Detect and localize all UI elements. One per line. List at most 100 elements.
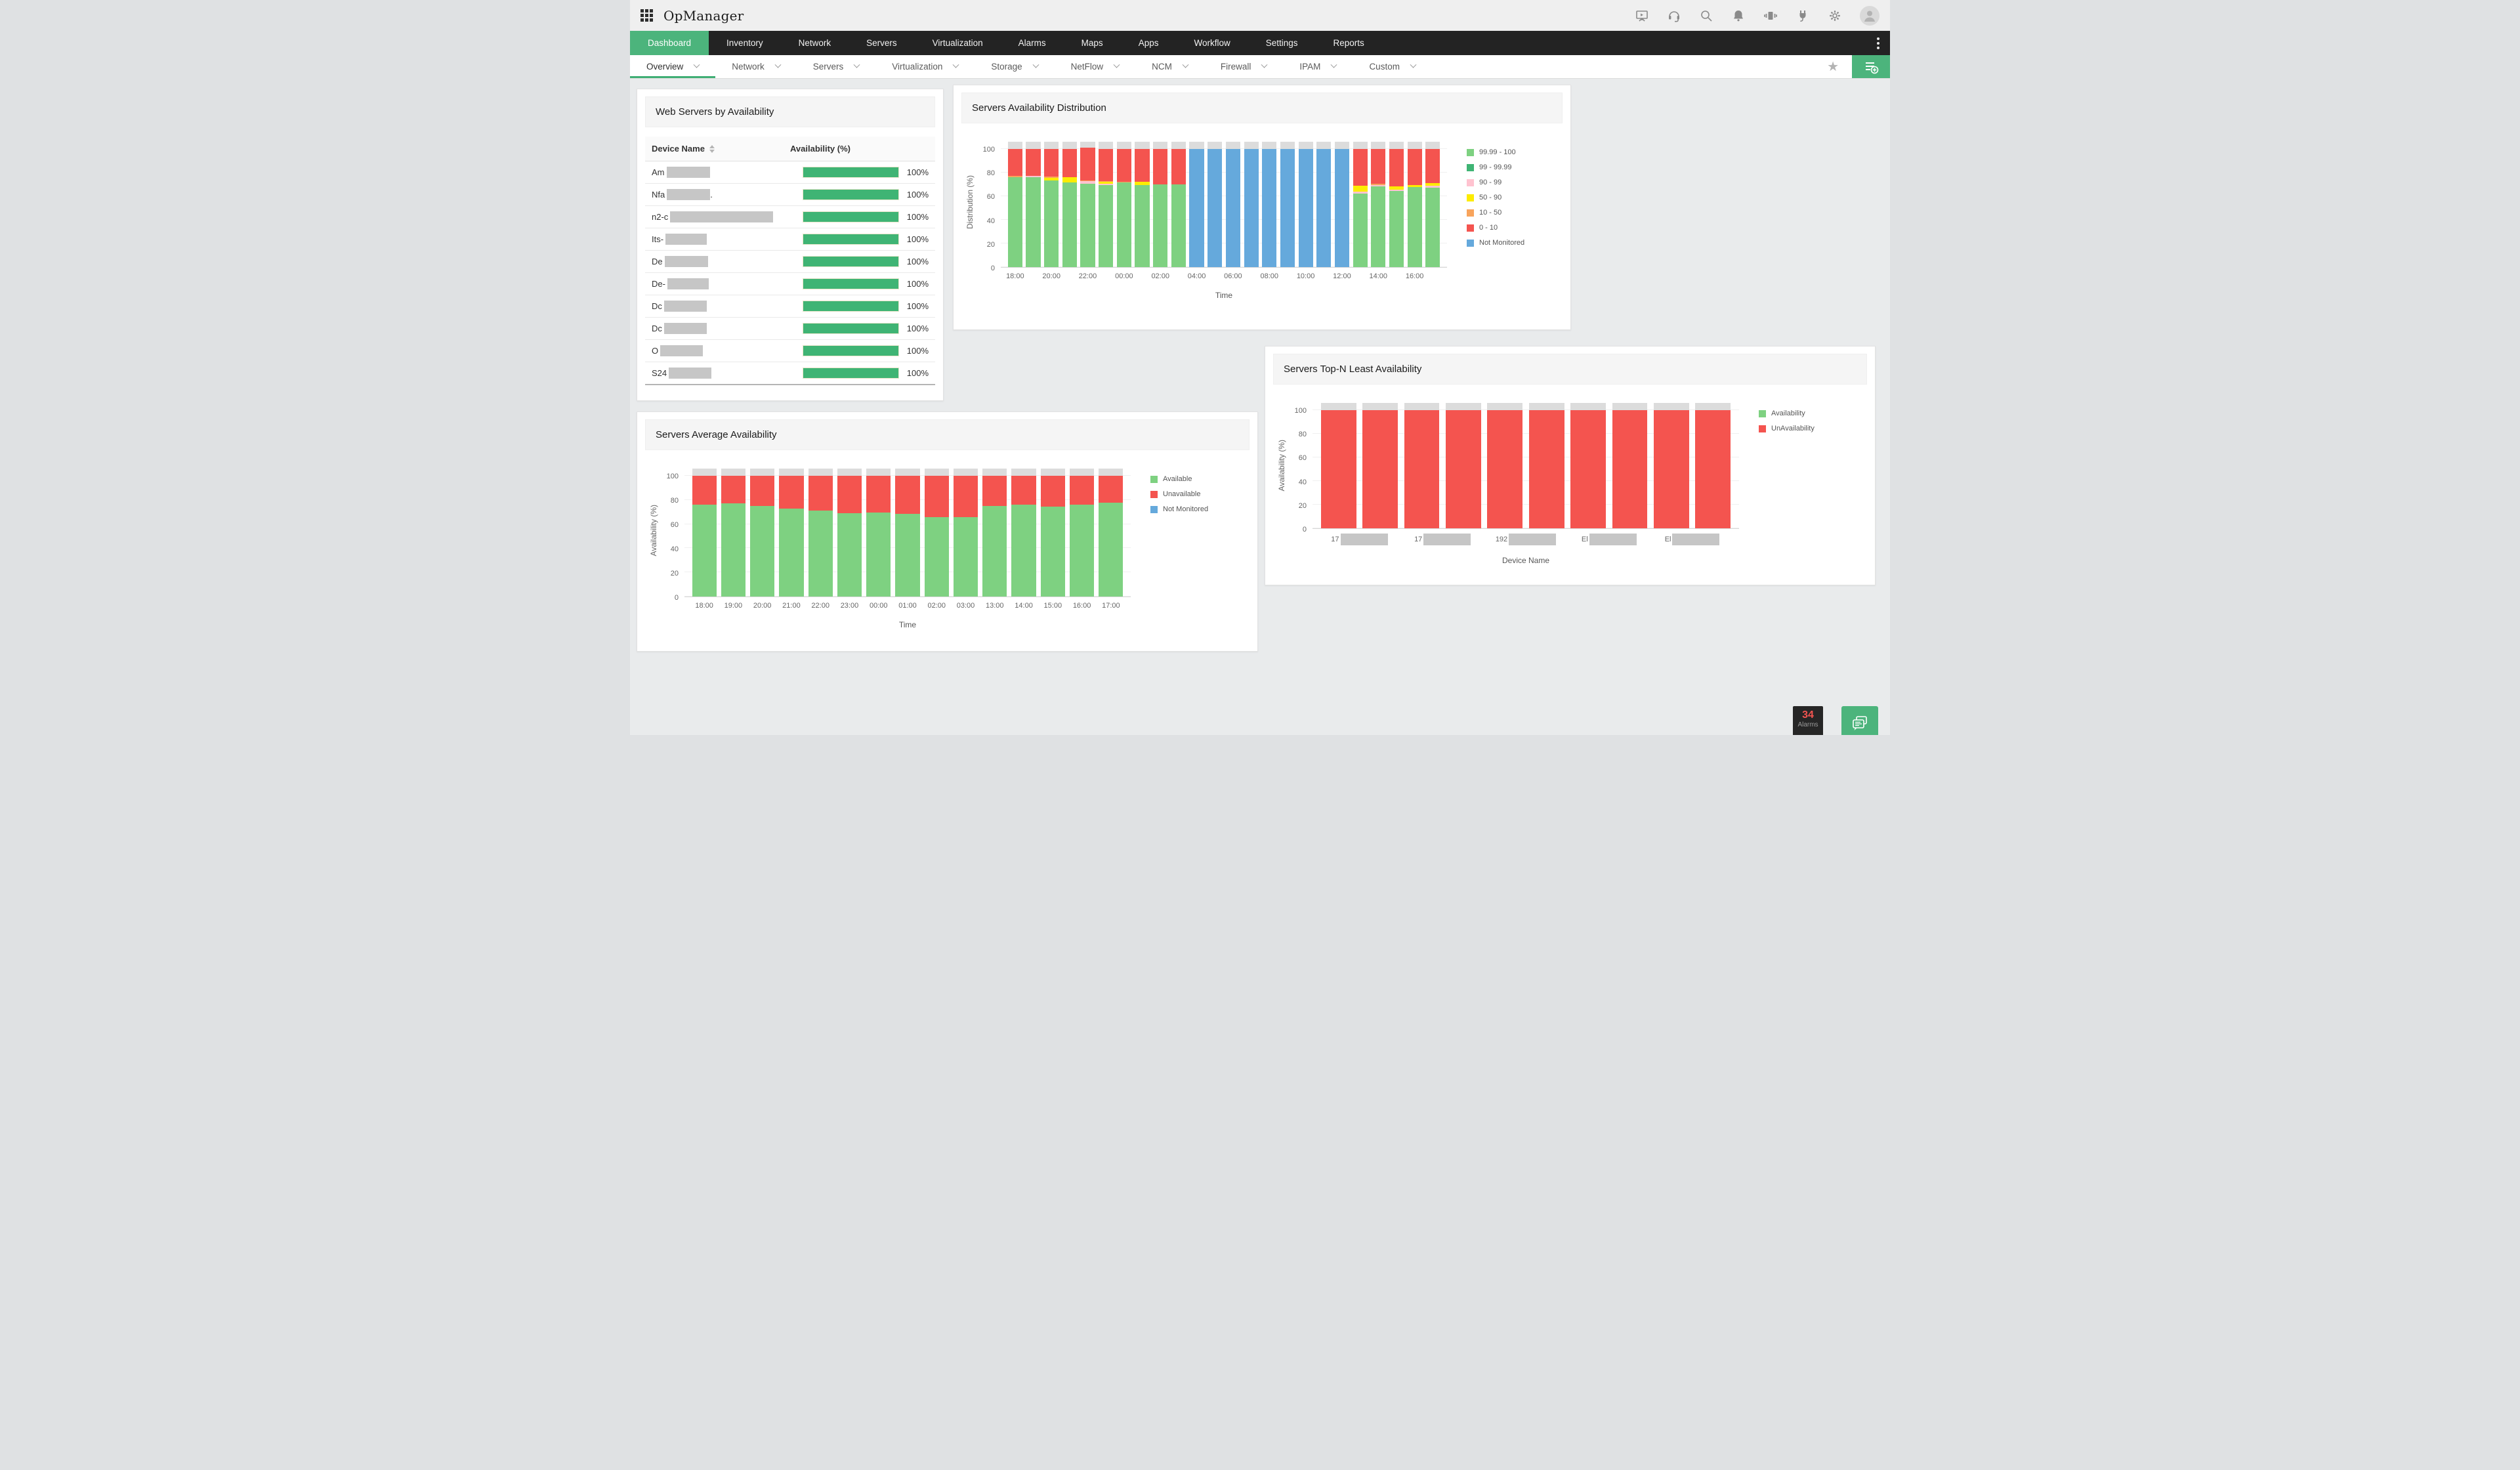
segment-50-90 (1062, 177, 1077, 183)
table-row[interactable]: De 100% (645, 251, 935, 273)
nav-item-reports[interactable]: Reports (1333, 38, 1364, 48)
subnav-tab-network[interactable]: Network (715, 55, 797, 78)
bar-background-cap (837, 469, 862, 476)
segment-90-99 (1389, 189, 1404, 191)
legend-item-unavailable[interactable]: Unavailable (1150, 490, 1208, 498)
legend-item-not-monitored[interactable]: Not Monitored (1150, 505, 1208, 513)
y-tick-label: 80 (1298, 430, 1307, 439)
apps-grid-icon[interactable] (640, 9, 653, 22)
legend-swatch (1467, 163, 1474, 171)
bar-background-cap (1099, 142, 1114, 149)
add-dashboard-button[interactable] (1852, 55, 1890, 78)
table-row[interactable]: S24 100% (645, 362, 935, 385)
table-row[interactable]: n2-c 100% (645, 206, 935, 228)
legend-item-10-50[interactable]: 10 - 50 (1467, 209, 1524, 217)
subnav-tab-custom[interactable]: Custom (1353, 55, 1432, 78)
nav-item-settings[interactable]: Settings (1265, 38, 1298, 48)
bar-background-cap (1371, 142, 1386, 149)
subnav-tab-ncm[interactable]: NCM (1135, 55, 1204, 78)
chevron-down-icon[interactable] (693, 61, 700, 68)
legend-item-99-99-99[interactable]: 99 - 99.99 (1467, 163, 1524, 171)
legend-item-available[interactable]: Available (1150, 475, 1208, 483)
legend-item-not-monitored[interactable]: Not Monitored (1467, 239, 1524, 247)
nav-overflow-kebab-icon[interactable] (1866, 31, 1890, 55)
subnav-tab-ipam[interactable]: IPAM (1283, 55, 1353, 78)
device-name-cell[interactable]: O (652, 345, 803, 356)
chevron-down-icon[interactable] (952, 61, 959, 68)
mobile-vibrate-icon[interactable] (1763, 9, 1778, 23)
nav-item-workflow[interactable]: Workflow (1194, 38, 1230, 48)
nav-item-alarms[interactable]: Alarms (1018, 38, 1046, 48)
widget-title: Servers Average Availability (645, 419, 1250, 450)
chevron-down-icon[interactable] (1113, 61, 1120, 68)
nav-item-virtualization[interactable]: Virtualization (932, 38, 983, 48)
device-name-cell[interactable]: S24 (652, 368, 803, 379)
table-row[interactable]: Dc 100% (645, 295, 935, 318)
chevron-down-icon[interactable] (774, 61, 782, 68)
device-name-cell[interactable]: Nfa. (652, 189, 803, 200)
segment-not-monitored (1280, 148, 1295, 267)
table-row[interactable]: Am 100% (645, 161, 935, 184)
settings-gear-icon[interactable] (1828, 9, 1842, 23)
table-row[interactable]: De- 100% (645, 273, 935, 295)
chevron-down-icon[interactable] (1330, 61, 1337, 68)
nav-item-inventory[interactable]: Inventory (726, 38, 763, 48)
device-name-cell[interactable]: De (652, 256, 803, 267)
table-row[interactable]: Dc 100% (645, 318, 935, 340)
search-icon[interactable] (1699, 9, 1713, 23)
integrations-plug-icon[interactable] (1796, 9, 1810, 23)
x-tick-label: El (1650, 534, 1734, 545)
alarms-count: 34 (1802, 709, 1814, 721)
device-name-cell[interactable]: Am (652, 167, 803, 178)
subnav-tab-virtualization[interactable]: Virtualization (875, 55, 975, 78)
device-name-cell[interactable]: Dc (652, 301, 803, 312)
nav-item-maps[interactable]: Maps (1081, 38, 1103, 48)
nav-item-dashboard[interactable]: Dashboard (630, 31, 709, 55)
device-name-cell[interactable]: n2-c (652, 211, 803, 222)
device-name-cell[interactable]: Dc (652, 323, 803, 334)
legend-item-99-99-100[interactable]: 99.99 - 100 (1467, 148, 1524, 156)
chevron-down-icon[interactable] (1032, 61, 1040, 68)
x-tick-label: 08:00 (1260, 272, 1278, 280)
y-tick-label: 60 (1298, 454, 1307, 463)
legend-item-50-90[interactable]: 50 - 90 (1467, 194, 1524, 201)
device-name-cell[interactable]: De- (652, 278, 803, 289)
chevron-down-icon[interactable] (853, 61, 860, 68)
table-row[interactable]: Its- 100% (645, 228, 935, 251)
y-axis: 0 20 40 60 80 100 (976, 142, 1001, 272)
chevron-down-icon[interactable] (1261, 61, 1268, 68)
y-axis-label: Distribution (%) (965, 175, 975, 230)
sort-icon[interactable] (709, 144, 715, 153)
legend-label: UnAvailability (1771, 425, 1815, 432)
column-header-device-name[interactable]: Device Name (652, 144, 790, 154)
availability-value: 100% (906, 257, 929, 266)
subnav-tab-netflow[interactable]: NetFlow (1055, 55, 1136, 78)
table-row[interactable]: Nfa. 100% (645, 184, 935, 206)
table-row[interactable]: O 100% (645, 340, 935, 362)
user-avatar[interactable] (1860, 5, 1880, 26)
legend-swatch (1467, 178, 1474, 186)
legend-item-unavailability[interactable]: UnAvailability (1759, 425, 1815, 432)
subnav-tab-firewall[interactable]: Firewall (1204, 55, 1284, 78)
chevron-down-icon[interactable] (1410, 61, 1417, 68)
subnav-tab-storage[interactable]: Storage (975, 55, 1054, 78)
bar-background-cap (1425, 142, 1440, 149)
subnav-tab-servers[interactable]: Servers (797, 55, 876, 78)
notifications-bell-icon[interactable] (1731, 9, 1746, 23)
chevron-down-icon[interactable] (1182, 61, 1189, 68)
nav-item-network[interactable]: Network (798, 38, 831, 48)
subnav-tab-overview[interactable]: Overview (630, 55, 715, 78)
nav-item-servers[interactable]: Servers (866, 38, 897, 48)
legend-item-0-10[interactable]: 0 - 10 (1467, 224, 1524, 232)
column-header-availability[interactable]: Availability (%) (790, 144, 850, 154)
demo-video-icon[interactable] (1635, 9, 1649, 23)
nav-item-apps[interactable]: Apps (1138, 38, 1159, 48)
star-icon[interactable]: ★ (1827, 60, 1839, 74)
legend-item-90-99[interactable]: 90 - 99 (1467, 178, 1524, 186)
legend-item-availability[interactable]: Availability (1759, 410, 1815, 417)
alarms-badge[interactable]: 34 Alarms (1793, 706, 1823, 735)
feedback-chat-button[interactable] (1841, 706, 1878, 735)
support-headset-icon[interactable] (1667, 9, 1681, 23)
device-name-cell[interactable]: Its- (652, 234, 803, 245)
segment-0-10 (1044, 148, 1059, 177)
